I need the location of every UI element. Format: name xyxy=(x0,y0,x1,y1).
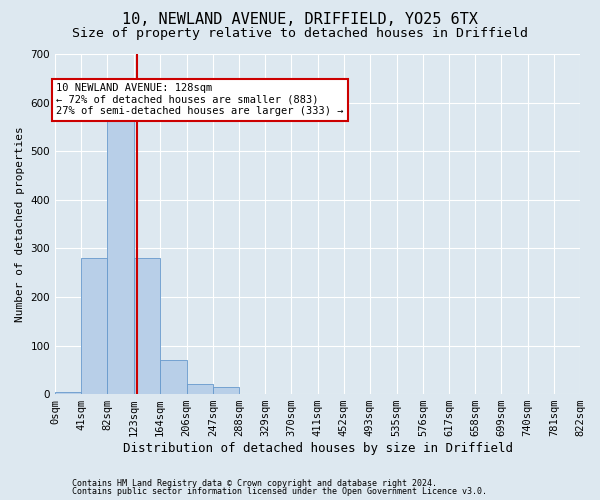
Text: 10, NEWLAND AVENUE, DRIFFIELD, YO25 6TX: 10, NEWLAND AVENUE, DRIFFIELD, YO25 6TX xyxy=(122,12,478,28)
Bar xyxy=(213,387,239,394)
Bar xyxy=(107,120,134,394)
Y-axis label: Number of detached properties: Number of detached properties xyxy=(15,126,25,322)
X-axis label: Distribution of detached houses by size in Driffield: Distribution of detached houses by size … xyxy=(122,442,512,455)
Bar xyxy=(55,392,81,394)
Text: Contains public sector information licensed under the Open Government Licence v3: Contains public sector information licen… xyxy=(72,487,487,496)
Bar xyxy=(134,258,160,394)
Text: Contains HM Land Registry data © Crown copyright and database right 2024.: Contains HM Land Registry data © Crown c… xyxy=(72,478,437,488)
Bar xyxy=(187,384,213,394)
Bar xyxy=(81,258,107,394)
Text: Size of property relative to detached houses in Driffield: Size of property relative to detached ho… xyxy=(72,28,528,40)
Bar xyxy=(160,360,187,394)
Text: 10 NEWLAND AVENUE: 128sqm
← 72% of detached houses are smaller (883)
27% of semi: 10 NEWLAND AVENUE: 128sqm ← 72% of detac… xyxy=(56,83,344,116)
